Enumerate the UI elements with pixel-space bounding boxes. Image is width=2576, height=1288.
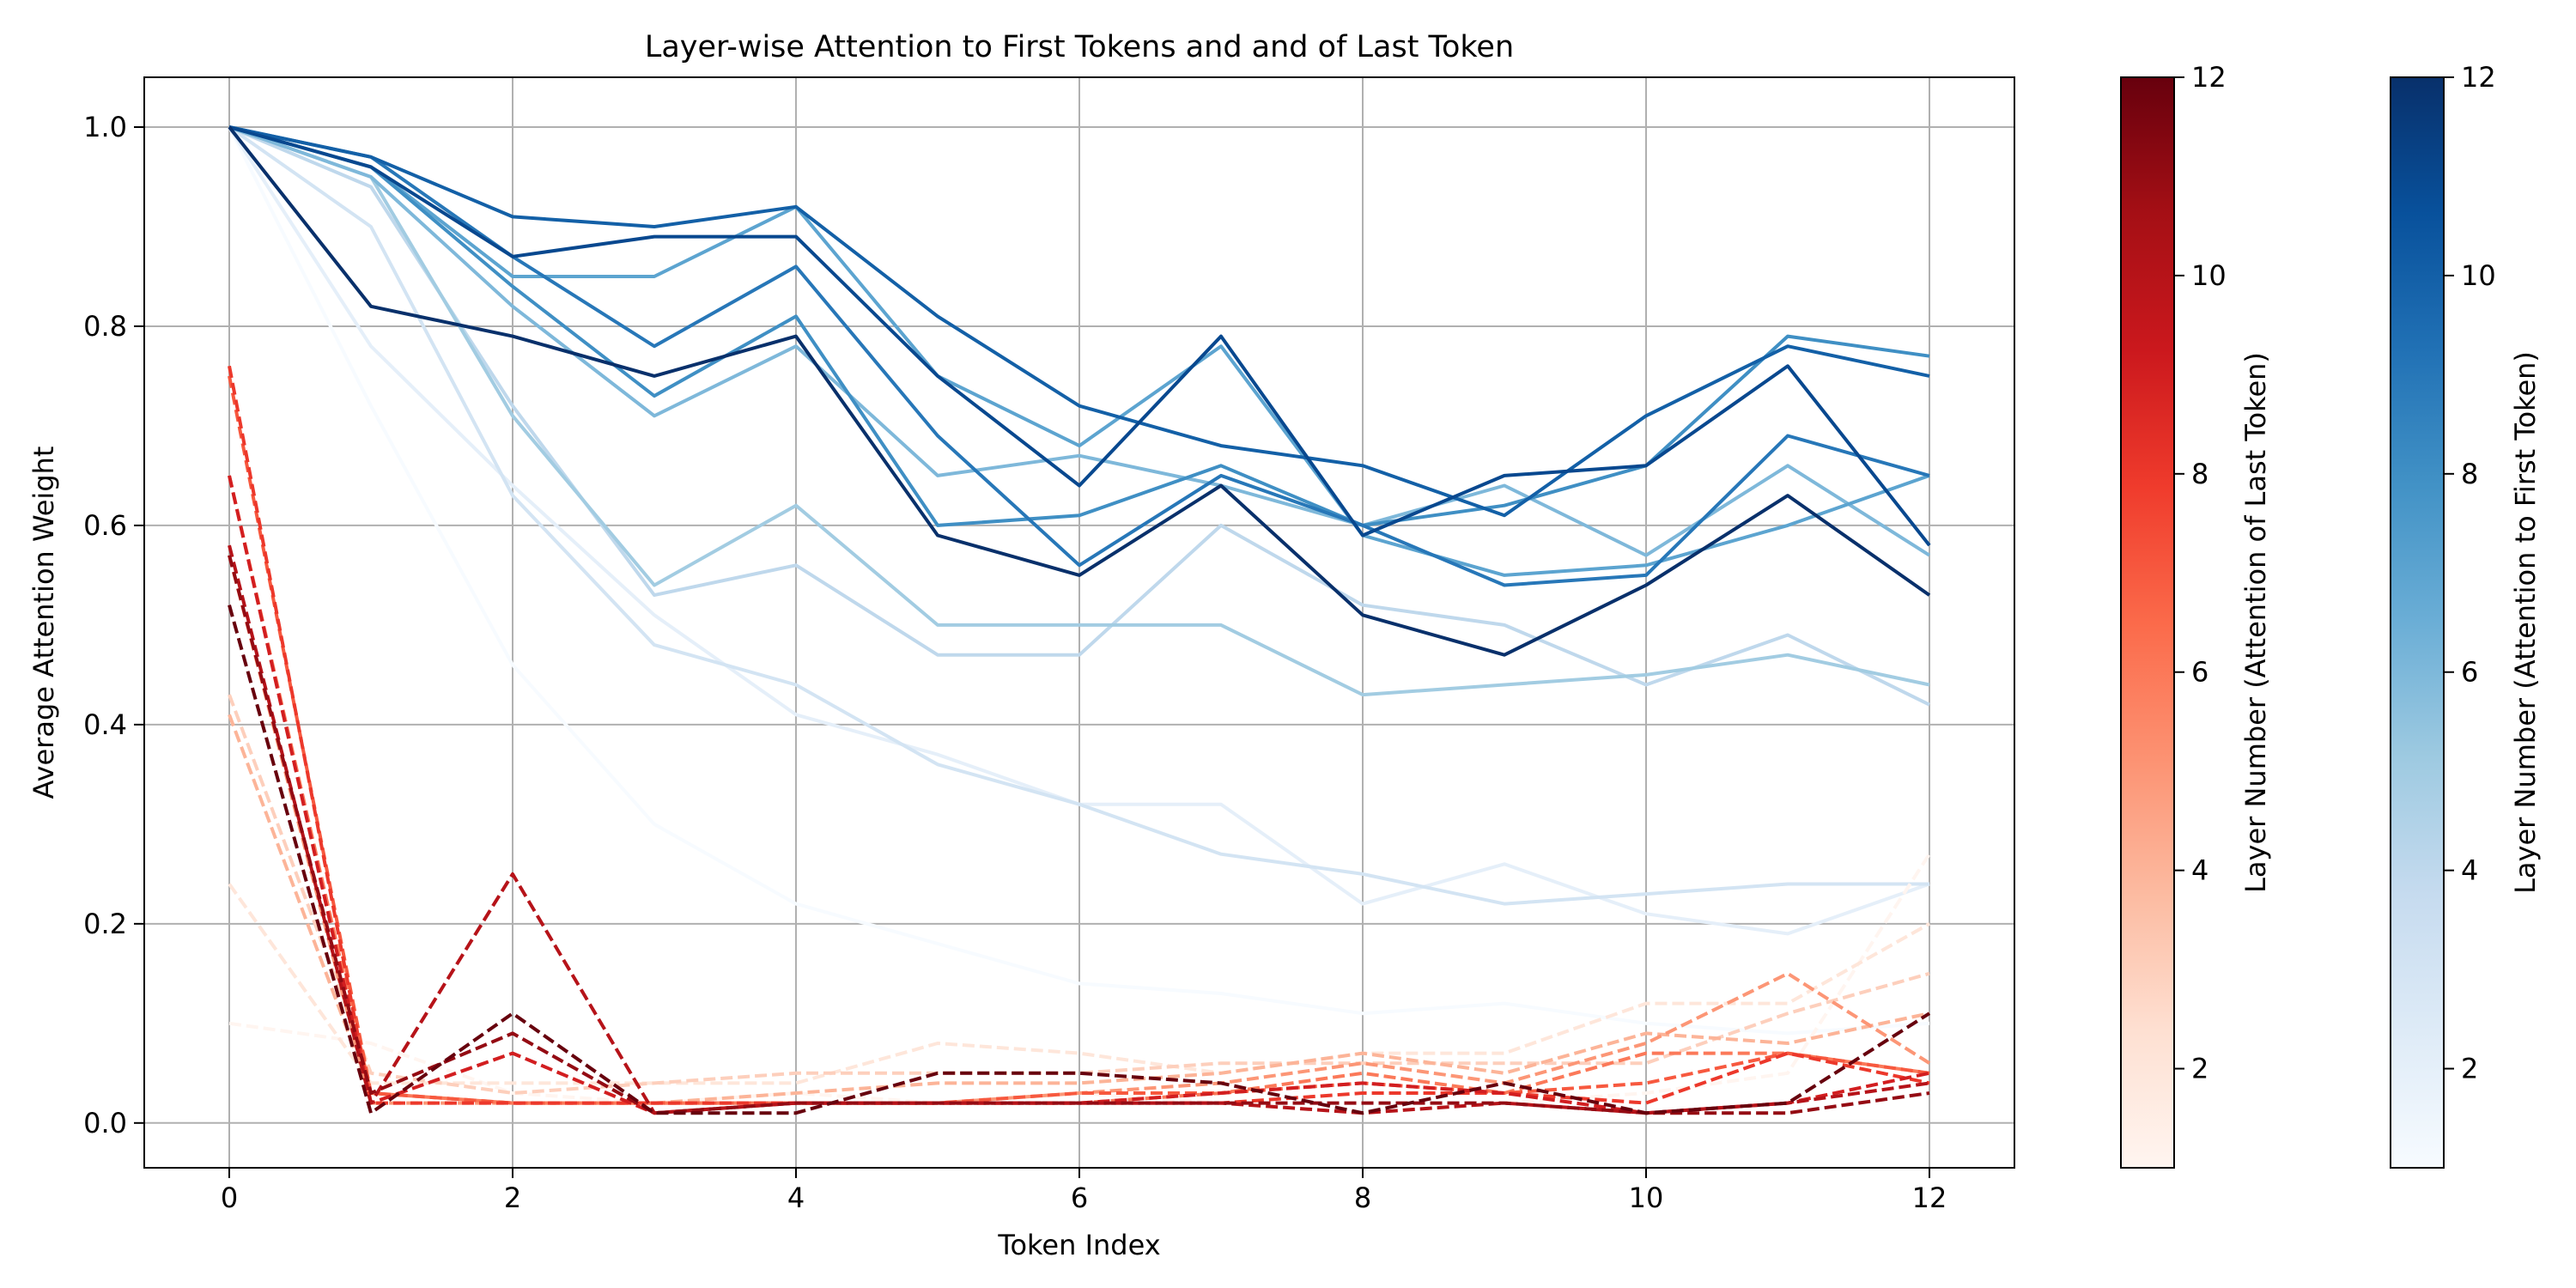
- colorbar-blues-tick-label: 8: [2461, 458, 2478, 490]
- colorbar-blues-ticks: 2 4 6 8 10 12: [2444, 61, 2496, 1085]
- colorbar-blues-label: Layer Number (Attention to First Token): [2509, 351, 2542, 894]
- colorbar-blues-tick-label: 6: [2461, 656, 2478, 689]
- colorbar-blues: 2 4 6 8 10 12 Layer Number (Attention to Firs…: [2390, 61, 2542, 1169]
- x-tick-label: 0: [221, 1182, 238, 1214]
- colorbar-blues-tick-label: 12: [2461, 61, 2496, 94]
- last-token-line-layer-2: [228, 883, 1930, 1085]
- y-axis-label: Average Attention Weight: [27, 447, 60, 799]
- first-token-line-layer-5: [228, 125, 1930, 697]
- first-token-line-layer-4: [228, 125, 1930, 707]
- y-tick-label: 1.0: [83, 111, 127, 143]
- y-tick-label: 0.0: [83, 1107, 127, 1139]
- colorbar-reds-label: Layer Number (Attention of Last Token): [2239, 352, 2272, 893]
- y-tick-label: 0.2: [83, 908, 127, 940]
- x-tick-label: 12: [1912, 1182, 1947, 1214]
- colorbar-reds-gradient: [2120, 76, 2175, 1169]
- first-token-line-layer-3: [228, 125, 1929, 906]
- x-axis-label: Token Index: [997, 1229, 1160, 1261]
- first-token-line-layer-1: [228, 126, 1930, 1036]
- first-token-line-layer-11: [228, 125, 1931, 547]
- axis-ticks: 0 2 4 6 8 10 12 0.0 0.2 0.4 0.6 0.8 1.0: [83, 111, 1947, 1214]
- x-tick-label: 2: [504, 1182, 521, 1214]
- y-tick-label: 0.6: [83, 509, 127, 542]
- x-tick-label: 4: [787, 1182, 805, 1214]
- colorbar-reds-tick-label: 4: [2191, 854, 2208, 887]
- first-token-line-layer-12: [228, 125, 1931, 657]
- colorbar-reds-tick-label: 10: [2191, 259, 2227, 292]
- colorbar-reds-tick-label: 6: [2191, 656, 2208, 689]
- last-token-line-layer-4: [228, 714, 1930, 1105]
- colorbar-reds-tick-label: 8: [2191, 458, 2208, 490]
- colorbar-blues-tick-label: 2: [2461, 1053, 2478, 1085]
- x-tick-label: 10: [1629, 1182, 1664, 1214]
- series-lines: [228, 125, 1931, 1115]
- colorbar-reds: 2 4 6 8 10 12 Layer Number (Attention of Last…: [2120, 61, 2272, 1169]
- chart-title: Layer-wise Attention to First Tokens and…: [645, 30, 1514, 64]
- colorbar-reds-tick-label: 2: [2191, 1053, 2208, 1085]
- colorbar-blues-gradient: [2390, 76, 2445, 1169]
- x-tick-label: 6: [1071, 1182, 1088, 1214]
- colorbar-reds-tick-label: 12: [2191, 61, 2227, 94]
- first-token-line-layer-10: [228, 125, 1930, 518]
- colorbar-blues-tick-label: 4: [2461, 854, 2478, 887]
- last-token-line-layer-12: [228, 605, 1931, 1115]
- colorbar-blues-tick-label: 10: [2461, 259, 2496, 292]
- colorbar-reds-ticks: 2 4 6 8 10 12: [2174, 61, 2227, 1085]
- y-tick-label: 0.8: [83, 310, 127, 343]
- y-tick-label: 0.4: [83, 708, 127, 741]
- first-token-line-layer-6: [228, 125, 1931, 557]
- x-tick-label: 8: [1354, 1182, 1371, 1214]
- first-token-line-layer-7: [228, 125, 1930, 577]
- grid: [144, 77, 2014, 1168]
